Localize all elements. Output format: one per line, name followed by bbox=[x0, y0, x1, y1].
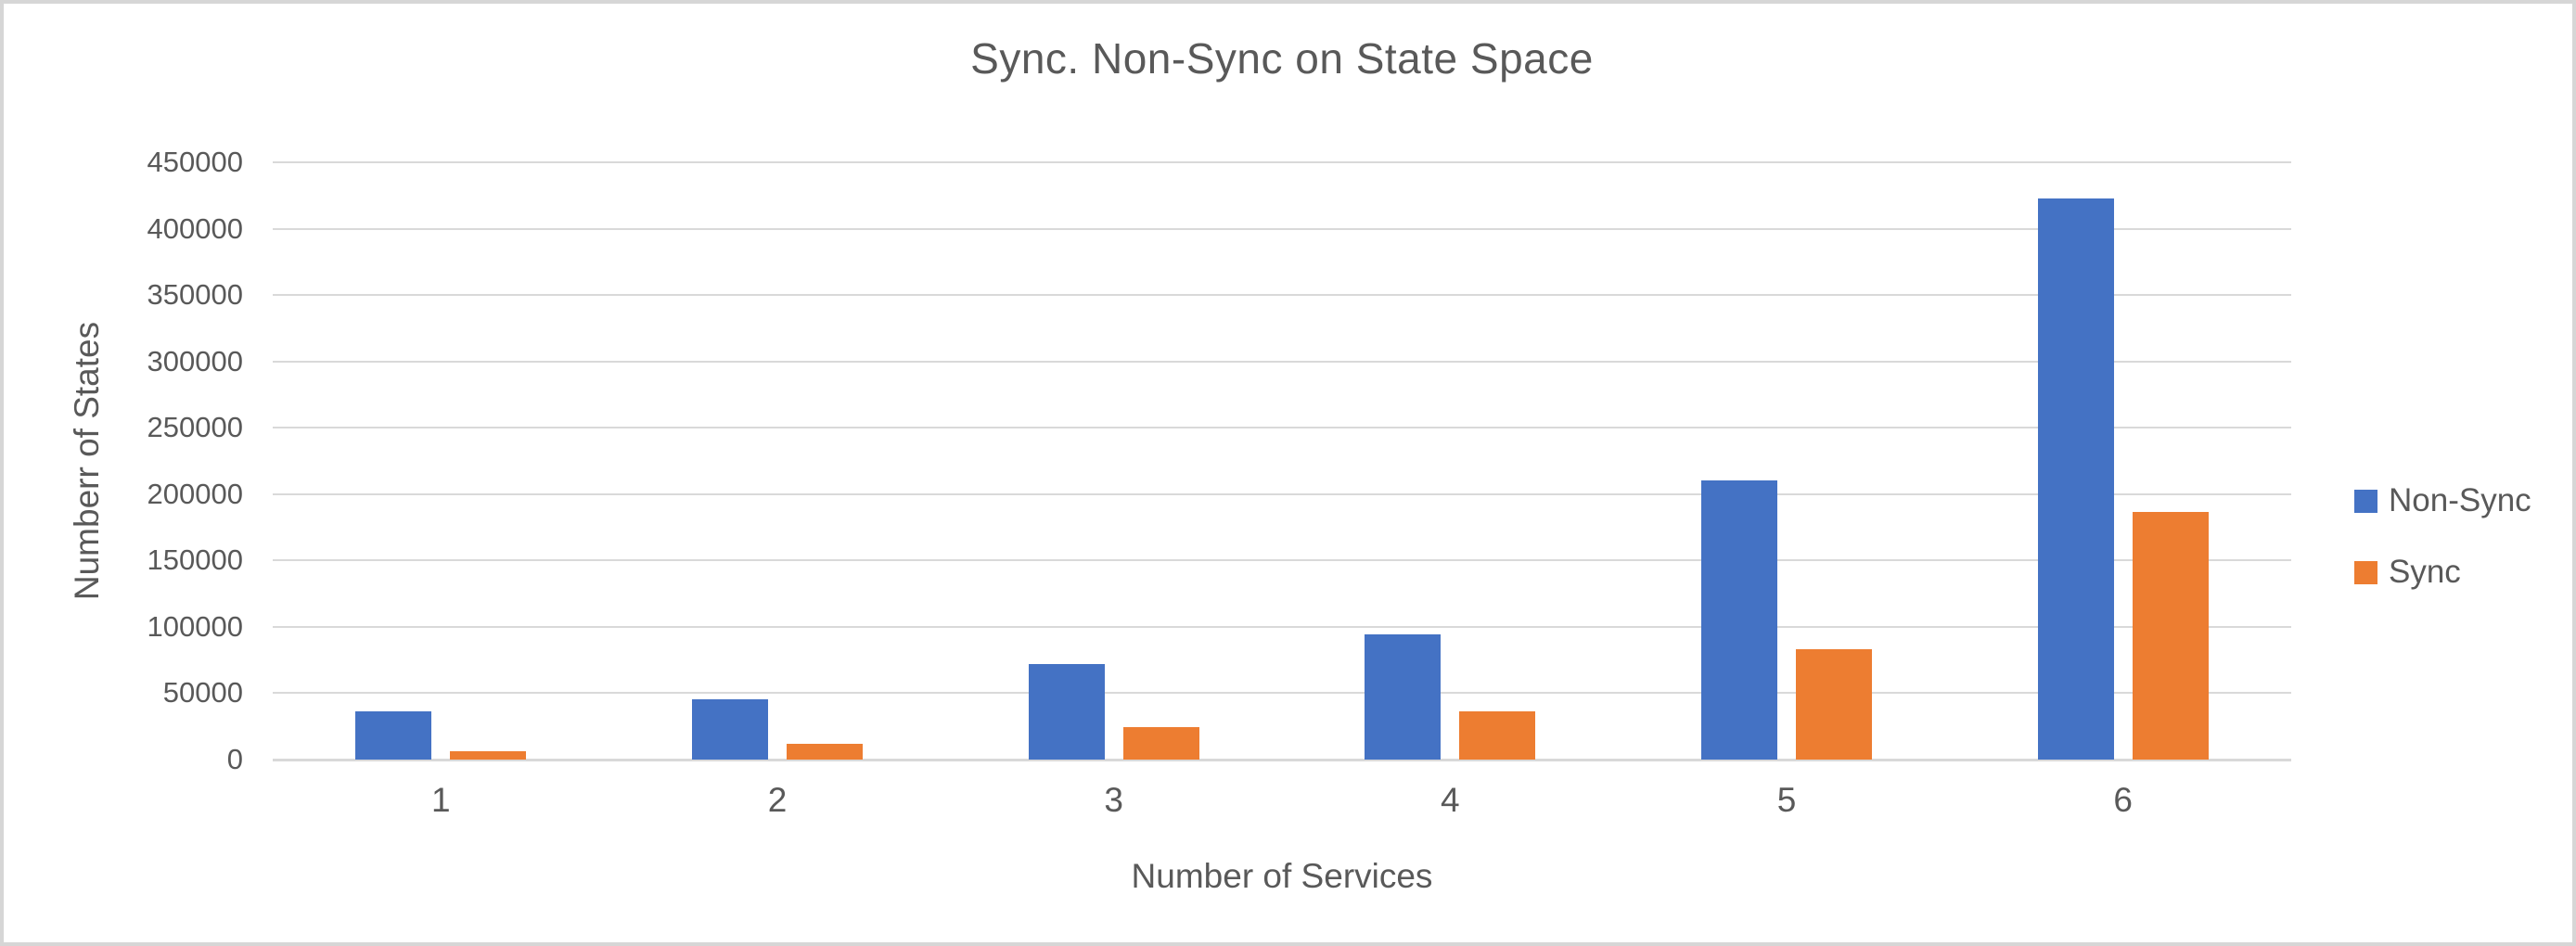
bar-non-sync-cat6 bbox=[2037, 198, 2114, 760]
y-tick-label-0: 0 bbox=[226, 743, 243, 775]
bar-sync-cat5 bbox=[1796, 648, 1872, 760]
x-axis-title: Number of Services bbox=[1131, 857, 1433, 895]
x-tick-label-3: 3 bbox=[1104, 781, 1123, 819]
gridline-350000 bbox=[273, 294, 2291, 297]
legend-swatch-sync bbox=[2354, 560, 2377, 584]
bar-non-sync-cat1 bbox=[355, 710, 432, 760]
y-tick-label-300000: 300000 bbox=[147, 344, 243, 377]
gridline-400000 bbox=[273, 227, 2291, 230]
bar-non-sync-cat3 bbox=[1028, 663, 1105, 760]
legend-label-sync: Sync bbox=[2389, 554, 2461, 590]
x-tick-label-4: 4 bbox=[1441, 781, 1460, 819]
legend-item-non-sync: Non-Sync bbox=[2354, 482, 2531, 519]
y-tick-label-400000: 400000 bbox=[147, 211, 243, 245]
legend-swatch-non-sync bbox=[2354, 489, 2377, 513]
bar-sync-cat3 bbox=[1122, 726, 1199, 760]
bar-sync-cat1 bbox=[450, 751, 527, 760]
y-tick-label-100000: 100000 bbox=[147, 609, 243, 643]
gridline-250000 bbox=[273, 427, 2291, 429]
gridline-200000 bbox=[273, 492, 2291, 495]
gridline-100000 bbox=[273, 625, 2291, 628]
bar-sync-cat2 bbox=[787, 743, 863, 760]
x-tick-label-6: 6 bbox=[2113, 781, 2133, 819]
x-tick-label-1: 1 bbox=[431, 781, 451, 819]
y-tick-label-350000: 350000 bbox=[147, 278, 243, 312]
bar-sync-cat4 bbox=[1459, 710, 1536, 760]
gridline-300000 bbox=[273, 360, 2291, 363]
x-tick-label-5: 5 bbox=[1776, 781, 1797, 819]
bar-non-sync-cat2 bbox=[692, 698, 768, 760]
legend-label-non-sync: Non-Sync bbox=[2389, 482, 2531, 518]
y-tick-label-450000: 450000 bbox=[147, 146, 243, 178]
gridline-150000 bbox=[273, 559, 2291, 562]
y-tick-label-200000: 200000 bbox=[147, 477, 243, 510]
gridline-450000 bbox=[273, 161, 2291, 163]
y-tick-label-250000: 250000 bbox=[147, 411, 243, 444]
chart-title: Sync. Non-Sync on State Space bbox=[970, 34, 1594, 83]
y-tick-label-150000: 150000 bbox=[147, 543, 243, 577]
legend-item-sync: Sync bbox=[2354, 554, 2461, 591]
y-tick-label-50000: 50000 bbox=[162, 676, 243, 710]
x-axis-line bbox=[273, 759, 2291, 761]
gridline-50000 bbox=[273, 692, 2291, 695]
bar-sync-cat6 bbox=[2132, 512, 2209, 760]
bar-non-sync-cat5 bbox=[1701, 480, 1777, 760]
x-tick-label-2: 2 bbox=[767, 781, 788, 819]
bar-non-sync-cat4 bbox=[1365, 634, 1442, 760]
